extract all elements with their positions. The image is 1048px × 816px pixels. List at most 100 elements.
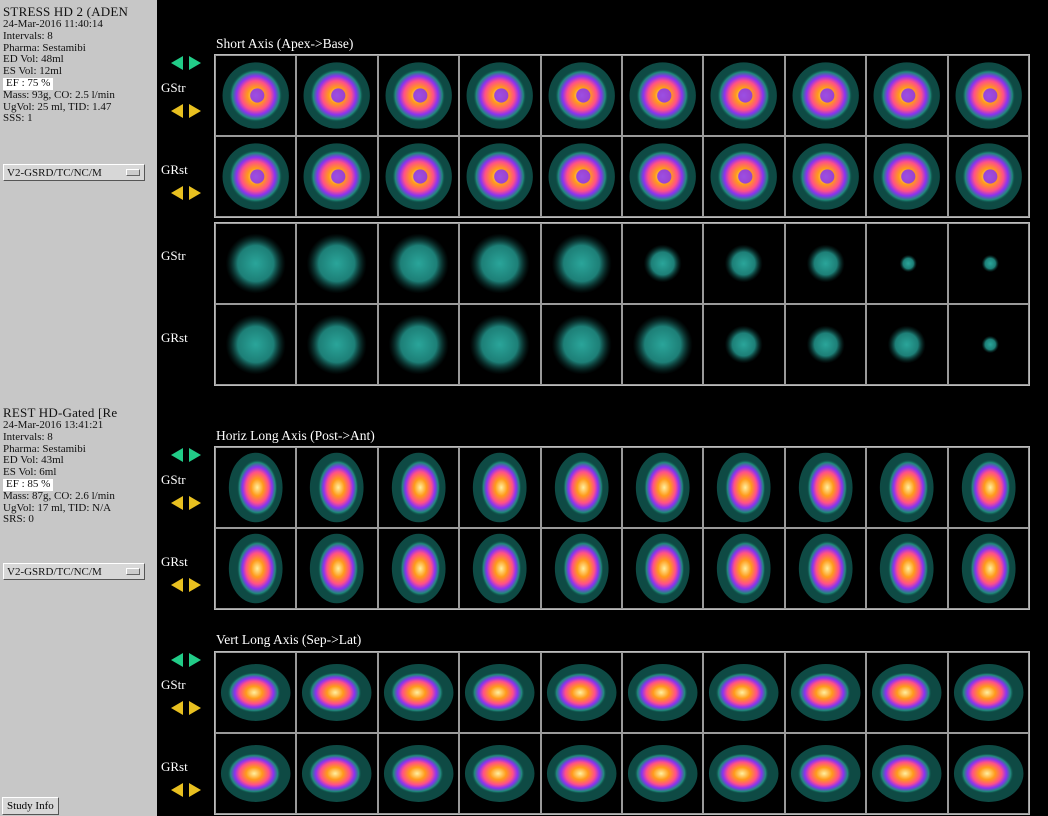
short-axis-slice[interactable] [622,223,704,304]
short-axis-title: Short Axis (Apex->Base) [216,36,354,51]
yellow-double-arrow-icon[interactable] [171,783,201,797]
horiz-long-axis-slice[interactable] [703,447,785,528]
horiz-long-axis-slice[interactable] [296,528,378,609]
short-axis-slice[interactable] [866,55,948,136]
short-axis-slice[interactable] [459,55,541,136]
short-axis-slice[interactable] [215,136,297,217]
vert-long-axis-slice[interactable] [866,733,948,814]
stress-es-vol: ES Vol: 12ml [3,65,62,78]
vert-long-axis-slice[interactable] [459,733,541,814]
horiz-long-axis-slice[interactable] [459,447,541,528]
horiz-long-axis-slice[interactable] [296,447,378,528]
short-axis-slice[interactable] [296,223,378,304]
short-axis-slice[interactable] [784,304,867,385]
short-axis-slice[interactable] [296,304,378,385]
horiz-long-axis-slice[interactable] [377,447,460,528]
short-axis-slice[interactable] [377,136,460,217]
study-info-button[interactable]: Study Info [2,797,59,815]
short-axis-slice[interactable] [377,223,460,304]
short-axis-slice[interactable] [459,136,541,217]
green-double-arrow-icon[interactable] [171,653,201,667]
short-axis-slice[interactable] [703,55,785,136]
vert-long-axis-slice[interactable] [296,652,378,733]
short-axis-slice[interactable] [377,304,460,385]
short-axis-slice[interactable] [866,304,948,385]
short-axis-slice[interactable] [947,55,1029,136]
horiz-long-axis-slice[interactable] [622,528,704,609]
horiz-long-axis-slice[interactable] [866,447,948,528]
horiz-long-axis-slice[interactable] [784,528,867,609]
horiz-long-axis-slice[interactable] [622,447,704,528]
green-double-arrow-icon[interactable] [171,448,201,462]
vert-long-axis-slice[interactable] [703,652,785,733]
stress-ugvol-tid: UgVol: 25 ml, TID: 1.47 [3,100,112,113]
vert-long-axis-slice[interactable] [215,652,297,733]
vert-long-axis-slice[interactable] [622,652,704,733]
horiz-long-axis-slice[interactable] [947,447,1029,528]
horiz-long-axis-slice[interactable] [540,447,622,528]
vert-long-axis-slice[interactable] [784,652,867,733]
short-axis-slice[interactable] [215,55,297,136]
vert-long-axis-slice[interactable] [540,652,622,733]
stress-protocol-dropdown[interactable]: V2-GSRD/TC/NC/M [3,164,145,181]
vert-long-axis-slice[interactable] [703,733,785,814]
short-axis-slice[interactable] [459,223,541,304]
short-axis-slice[interactable] [866,136,948,217]
short-axis-slice[interactable] [947,136,1029,217]
short-axis-slice[interactable] [540,223,622,304]
yellow-double-arrow-icon[interactable] [171,104,201,118]
green-double-arrow-icon[interactable] [171,56,201,70]
row-label-stress: GStr [161,472,186,487]
short-axis-slice[interactable] [459,304,541,385]
vert-long-axis-slice[interactable] [622,733,704,814]
short-axis-slice[interactable] [947,304,1029,385]
short-axis-slice[interactable] [622,55,704,136]
vert-long-axis-slice[interactable] [784,733,867,814]
short-axis-slice[interactable] [377,55,460,136]
horiz-long-axis-slice[interactable] [377,528,460,609]
vert-long-axis-slice[interactable] [215,733,297,814]
vert-long-axis-slice[interactable] [377,652,460,733]
short-axis-slice[interactable] [784,55,867,136]
rest-protocol-dropdown[interactable]: V2-GSRD/TC/NC/M [3,563,145,580]
short-axis-slice[interactable] [540,55,622,136]
horiz-long-axis-slice[interactable] [540,528,622,609]
short-axis-slice[interactable] [540,304,622,385]
vert-long-axis-slice[interactable] [459,652,541,733]
row-label-stress: GStr [161,80,186,95]
short-axis-slice[interactable] [215,223,297,304]
vert-long-axis-slice[interactable] [377,733,460,814]
horiz-long-axis-slice[interactable] [459,528,541,609]
horiz-long-axis-slice[interactable] [703,528,785,609]
short-axis-slice[interactable] [215,304,297,385]
vert-long-axis-slice[interactable] [947,733,1029,814]
stress-study-title: STRESS HD 2 (ADEN [3,4,129,19]
short-axis-slice[interactable] [784,223,867,304]
vert-long-axis-slice[interactable] [947,652,1029,733]
horiz-long-axis-slice[interactable] [215,447,297,528]
horiz-long-axis-slice[interactable] [866,528,948,609]
horiz-long-axis-slice[interactable] [784,447,867,528]
short-axis-slice[interactable] [296,136,378,217]
short-axis-slice[interactable] [296,55,378,136]
short-axis-slice[interactable] [703,304,785,385]
horiz-long-axis-slice[interactable] [215,528,297,609]
short-axis-slice[interactable] [703,223,785,304]
short-axis-slice[interactable] [947,223,1029,304]
dropdown-arrow-icon [126,568,140,575]
yellow-double-arrow-icon[interactable] [171,186,201,200]
short-axis-slice[interactable] [784,136,867,217]
yellow-double-arrow-icon[interactable] [171,701,201,715]
short-axis-slice[interactable] [540,136,622,217]
yellow-double-arrow-icon[interactable] [171,496,201,510]
vert-long-axis-slice[interactable] [540,733,622,814]
short-axis-slice[interactable] [703,136,785,217]
yellow-double-arrow-icon[interactable] [171,578,201,592]
short-axis-slice[interactable] [866,223,948,304]
vert-long-axis-title: Vert Long Axis (Sep->Lat) [216,632,362,647]
vert-long-axis-slice[interactable] [866,652,948,733]
vert-long-axis-slice[interactable] [296,733,378,814]
short-axis-slice[interactable] [622,304,704,385]
horiz-long-axis-slice[interactable] [947,528,1029,609]
short-axis-slice[interactable] [622,136,704,217]
